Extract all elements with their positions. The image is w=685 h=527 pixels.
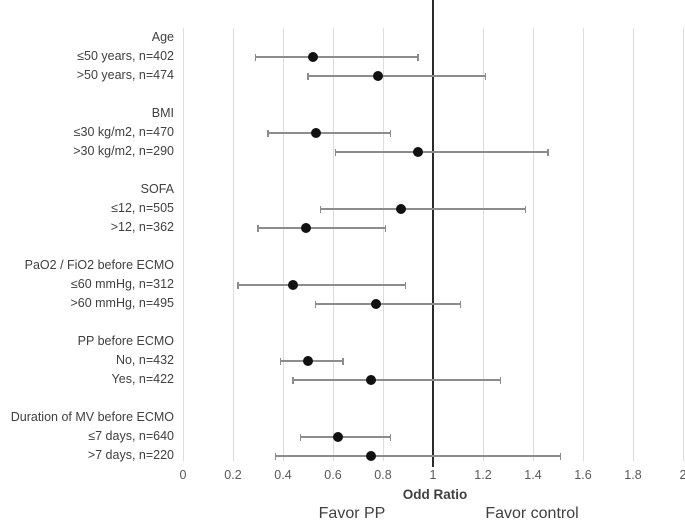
group-header-label: Age [151, 30, 174, 44]
ci-line [335, 151, 548, 153]
ci-cap-right [459, 300, 462, 308]
ci-line [308, 75, 486, 77]
x-tick-label: 0 [179, 468, 187, 482]
ci-cap-right [524, 205, 527, 213]
gridline [582, 28, 584, 461]
or-point [310, 128, 321, 138]
ci-cap-left [299, 433, 302, 441]
ci-cap-right [484, 72, 487, 80]
favor-pp-annotation: Favor PP [318, 505, 386, 522]
ci-cap-left [267, 129, 269, 137]
x-tick-label: 2 [679, 468, 685, 482]
group-header-label: PaO2 / FiO2 before ECMO [24, 258, 174, 272]
x-tick-label: 1.6 [574, 468, 592, 482]
ci-cap-left [307, 72, 309, 80]
ci-cap-right [559, 452, 562, 460]
x-axis-title: Odd Ratio [402, 487, 468, 502]
gridline [682, 28, 684, 461]
ci-cap-left [257, 224, 259, 232]
reference-line-or-1 [432, 0, 434, 467]
or-point [395, 204, 406, 214]
ci-line [268, 132, 391, 134]
gridline [232, 28, 234, 461]
category-label: ≤7 days, n=640 [88, 429, 174, 443]
ci-cap-left [254, 53, 257, 61]
or-point [365, 375, 376, 385]
ci-cap-right [404, 281, 407, 289]
ci-cap-left [279, 357, 282, 365]
x-tick-label: 1 [429, 468, 437, 482]
ci-cap-left [319, 205, 322, 213]
ci-line [300, 436, 391, 438]
ci-cap-left [334, 148, 337, 156]
category-label: >7 days, n=220 [87, 448, 174, 462]
or-point [373, 71, 383, 81]
ci-cap-left [314, 300, 317, 308]
or-point [308, 52, 318, 62]
category-label: >30 kg/m2, n=290 [73, 144, 174, 158]
gridline [332, 28, 334, 461]
x-tick-label: 0.2 [224, 468, 242, 482]
group-header-label: Duration of MV before ECMO [10, 410, 174, 424]
category-label: ≤60 mmHg, n=312 [70, 277, 174, 291]
x-tick-label: 0.6 [324, 468, 342, 482]
ci-cap-right [417, 53, 419, 61]
favor-control-annotation: Favor control [485, 505, 579, 522]
category-label: >12, n=362 [110, 220, 174, 234]
category-label: ≤12, n=505 [111, 201, 174, 215]
or-point [333, 432, 343, 442]
ci-cap-left [274, 452, 277, 460]
ci-cap-right [389, 433, 392, 441]
gridline [632, 28, 634, 461]
ci-line [320, 208, 526, 210]
or-point [288, 280, 298, 290]
x-tick-label: 0.4 [274, 468, 292, 482]
ci-cap-left [237, 281, 239, 289]
gridline [282, 28, 284, 461]
category-label: ≤30 kg/m2, n=470 [73, 125, 174, 139]
x-tick-label: 1.2 [474, 468, 492, 482]
category-label: >50 years, n=474 [76, 68, 174, 82]
ci-cap-right [342, 357, 344, 365]
ci-cap-right [499, 376, 502, 384]
ci-cap-right [547, 148, 549, 156]
ci-line [255, 56, 418, 58]
ci-line [315, 303, 461, 305]
group-header-label: PP before ECMO [77, 334, 174, 348]
or-point [300, 223, 311, 233]
category-label: No, n=432 [115, 353, 174, 367]
gridline [182, 28, 184, 461]
category-label: Yes, n=422 [111, 372, 174, 386]
or-point [370, 299, 381, 309]
x-tick-label: 0.8 [374, 468, 392, 482]
gridline [382, 28, 384, 461]
x-tick-label: 1.8 [624, 468, 642, 482]
ci-line [275, 455, 561, 457]
or-point [303, 356, 313, 366]
category-label: >60 mmHg, n=495 [70, 296, 174, 310]
ci-line [238, 284, 406, 286]
ci-line [258, 227, 386, 229]
or-point [413, 147, 423, 157]
gridline [532, 28, 534, 461]
group-header-label: SOFA [140, 182, 174, 196]
ci-cap-right [389, 129, 392, 137]
ci-cap-right [384, 224, 387, 232]
or-point [365, 451, 376, 461]
ci-cap-left [292, 376, 294, 384]
category-label: ≤50 years, n=402 [77, 49, 174, 63]
ci-line [293, 379, 501, 381]
gridline [482, 28, 484, 461]
x-tick-label: 1.4 [524, 468, 542, 482]
group-header-label: BMI [151, 106, 174, 120]
